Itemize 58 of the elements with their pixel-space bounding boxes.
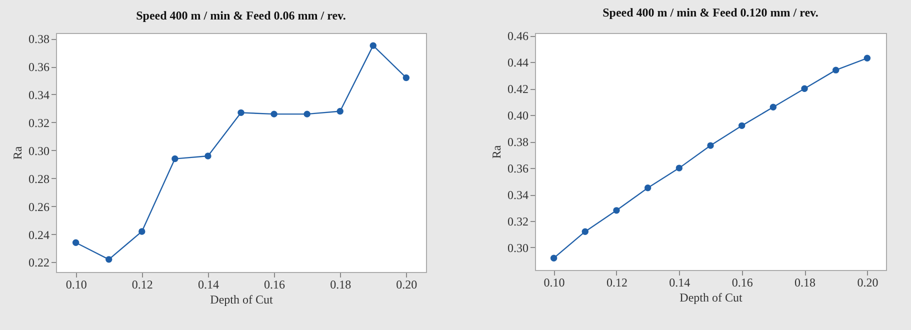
y-tick-label: 0.32 <box>508 214 528 229</box>
y-tick-label: 0.34 <box>28 88 50 102</box>
y-tick-label: 0.28 <box>28 172 50 186</box>
point <box>72 239 80 246</box>
y-tick-label: 0.44 <box>508 56 528 70</box>
chart-title: Speed 400 m / min & Feed 0.120 mm / rev. <box>602 6 818 20</box>
y-tick-label: 0.40 <box>508 108 528 123</box>
x-tick-label: 0.12 <box>132 278 153 292</box>
point <box>864 54 871 62</box>
x-tick-label: 0.16 <box>732 276 753 290</box>
point <box>676 164 683 172</box>
x-tick-label: 0.14 <box>198 278 219 292</box>
point <box>172 155 178 162</box>
point <box>336 108 344 115</box>
x-tick-label: 0.18 <box>794 276 816 290</box>
point <box>832 66 840 74</box>
x-axis-title: Depth of Cut <box>680 290 743 304</box>
y-tick-label: 0.32 <box>28 116 50 130</box>
point <box>550 254 558 262</box>
y-tick-label: 0.36 <box>28 60 50 74</box>
x-tick-label: 0.18 <box>330 278 352 292</box>
x-tick-label: 0.14 <box>669 276 690 290</box>
x-tick-label: 0.10 <box>66 278 87 292</box>
point <box>270 110 278 118</box>
y-tick-label: 0.26 <box>28 200 50 214</box>
y-axis-title: Ra <box>10 146 24 160</box>
point <box>304 110 310 118</box>
point <box>204 152 212 160</box>
y-tick-label: 0.30 <box>508 240 528 255</box>
y-axis-title: Ra <box>490 144 504 159</box>
x-tick-label: 0.12 <box>606 276 628 290</box>
point <box>582 228 588 235</box>
y-tick-label: 0.46 <box>508 29 528 44</box>
y-tick-label: 0.36 <box>508 162 528 176</box>
y-tick-label: 0.42 <box>508 82 528 96</box>
point <box>613 207 620 214</box>
y-tick-label: 0.30 <box>28 144 50 158</box>
point <box>738 122 746 130</box>
point <box>402 74 410 82</box>
y-tick-label: 0.38 <box>508 135 528 150</box>
x-tick-label: 0.10 <box>544 276 565 290</box>
y-tick-label: 0.34 <box>508 188 528 202</box>
chart-title: Speed 400 m / min & Feed 0.06 mm / rev. <box>136 8 346 23</box>
y-tick-label: 0.24 <box>28 228 50 242</box>
point <box>370 42 376 49</box>
point <box>138 228 146 235</box>
point <box>644 184 652 192</box>
x-tick-label: 0.16 <box>264 278 286 292</box>
point <box>238 109 244 116</box>
point <box>106 256 112 263</box>
y-tick-label: 0.38 <box>28 32 50 46</box>
x-tick-label: 0.20 <box>857 276 878 290</box>
x-tick-label: 0.20 <box>396 278 418 292</box>
point <box>801 85 808 92</box>
point <box>707 142 714 149</box>
point <box>770 104 777 110</box>
y-tick-label: 0.22 <box>28 256 50 270</box>
x-axis-title: Depth of Cut <box>210 292 274 306</box>
